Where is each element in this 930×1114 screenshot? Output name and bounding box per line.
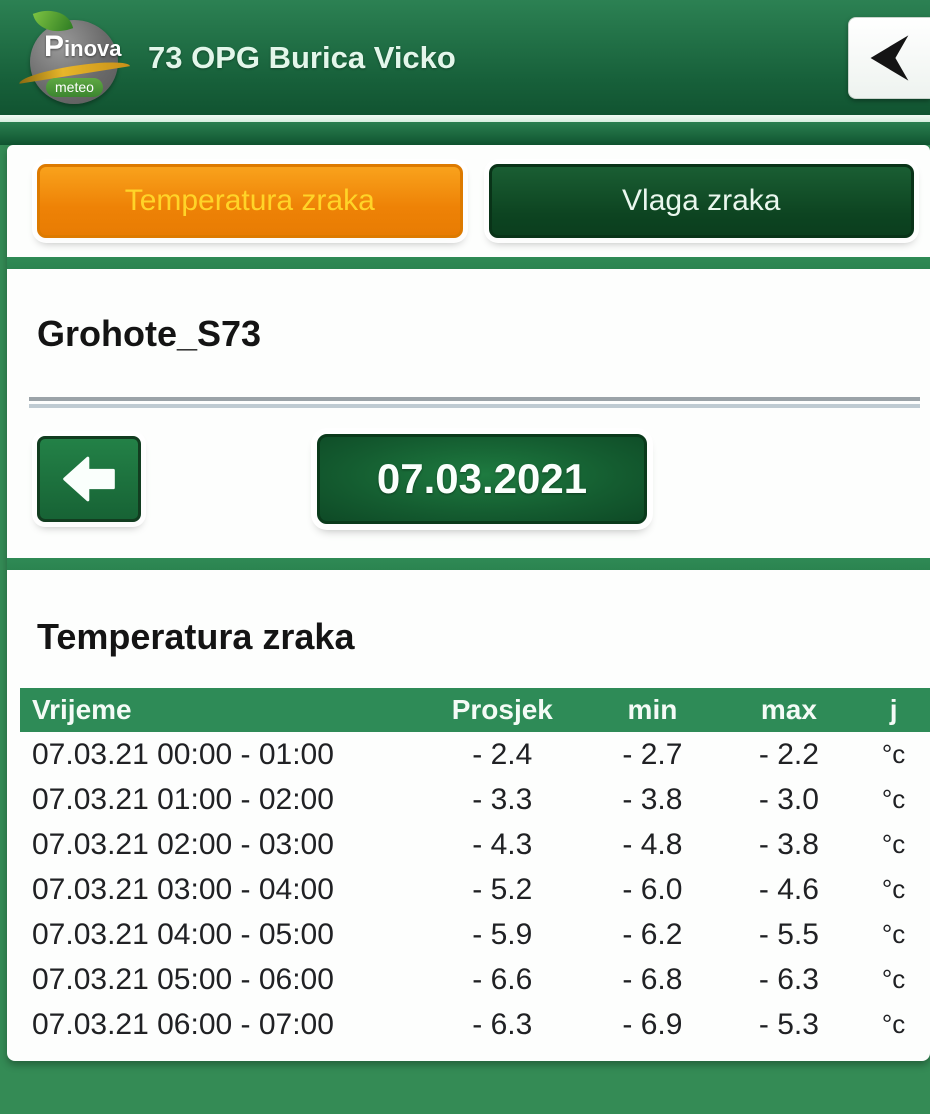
max-cell: - 2.2: [758, 737, 819, 771]
max-cell: - 3.0: [758, 782, 819, 816]
time-cell: 07.03.21 05:00 - 06:00: [32, 962, 334, 996]
max-cell: - 5.3: [758, 1007, 819, 1041]
unit-cell: °c: [881, 1009, 906, 1039]
header-prosjek: Prosjek: [451, 694, 553, 725]
table-row: 07.03.21 01:00 - 02:00 - 3.3 - 3.8 - 3.0 °c: [20, 777, 930, 822]
content-card: Temperatura zraka Vlaga zraka Grohote_S7…: [7, 145, 930, 1061]
table-header: Vrijeme Prosjek min max j: [20, 688, 930, 732]
time-cell: 07.03.21 00:00 - 01:00: [32, 737, 334, 771]
table-row: 07.03.21 00:00 - 01:00 - 2.4 - 2.7 - 2.2 °c: [20, 732, 930, 777]
min-cell: - 4.8: [622, 827, 683, 861]
date-button[interactable]: 07.03.2021: [317, 434, 647, 524]
prosjek-cell: - 2.4: [472, 737, 533, 771]
station-name: Grohote_S73: [37, 313, 262, 354]
back-button[interactable]: [848, 16, 930, 99]
time-cell: 07.03.21 01:00 - 02:00: [32, 782, 334, 816]
header-unit: j: [889, 694, 898, 725]
tab-temperatura-zraka[interactable]: Temperatura zraka: [37, 164, 463, 238]
header-min: min: [627, 694, 678, 725]
header-max: max: [760, 694, 817, 725]
min-cell: - 6.9: [622, 1007, 683, 1041]
unit-cell: °c: [881, 784, 906, 814]
table-row: 07.03.21 03:00 - 04:00 - 5.2 - 6.0 - 4.6 °c: [20, 867, 930, 912]
prosjek-cell: - 6.3: [472, 1007, 533, 1041]
left-arrow-icon: [63, 456, 115, 502]
table-row: 07.03.21 02:00 - 03:00 - 4.3 - 4.8 - 3.8 °c: [20, 822, 930, 867]
prosjek-cell: - 6.6: [472, 962, 533, 996]
min-cell: - 6.2: [622, 917, 683, 951]
time-cell: 07.03.21 02:00 - 03:00: [32, 827, 334, 861]
unit-cell: °c: [881, 829, 906, 859]
prosjek-cell: - 5.2: [472, 872, 533, 906]
double-rule-divider: [29, 397, 920, 408]
min-cell: - 2.7: [622, 737, 683, 771]
header-divider-line: [0, 115, 930, 122]
table-row: 07.03.21 06:00 - 07:00 - 6.3 - 6.9 - 5.3 °c: [20, 1002, 930, 1047]
max-cell: - 3.8: [758, 827, 819, 861]
table-row: 07.03.21 05:00 - 06:00 - 6.6 - 6.8 - 6.3 °c: [20, 957, 930, 1002]
min-cell: - 6.8: [622, 962, 683, 996]
date-navigation: 07.03.2021: [37, 434, 930, 524]
logo-brand-text: Pinova: [44, 29, 122, 63]
unit-cell: °c: [881, 919, 906, 949]
app-header: Pinova meteo 73 OPG Burica Vicko: [0, 0, 930, 115]
logo-meteo-label: meteo: [46, 77, 103, 97]
temperature-table: Vrijeme Prosjek min max j 07.03.21 00:00…: [20, 688, 930, 1047]
table-body: 07.03.21 00:00 - 01:00- 2.4- 2.7- 2.2 °c 0…: [20, 732, 930, 1047]
table-row: 07.03.21 04:00 - 05:00 - 5.9 - 6.2 - 5.5 °c: [20, 912, 930, 957]
time-cell: 07.03.21 04:00 - 05:00: [32, 917, 334, 951]
max-cell: - 4.6: [758, 872, 819, 906]
tab-bar: Temperatura zraka Vlaga zraka: [7, 145, 930, 257]
back-arrow-icon: [870, 34, 908, 81]
max-cell: - 6.3: [758, 962, 819, 996]
prosjek-cell: - 3.3: [472, 782, 533, 816]
station-section: Grohote_S73 07.03.2021: [7, 269, 930, 558]
tab-vlaga-zraka[interactable]: Vlaga zraka: [488, 164, 914, 238]
unit-cell: °c: [881, 739, 906, 769]
section-title: Temperatura zraka: [37, 616, 355, 657]
max-cell: - 5.5: [758, 917, 819, 951]
time-cell: 07.03.21 03:00 - 04:00: [32, 872, 334, 906]
section-divider: [7, 257, 930, 269]
header-vrijeme: Vrijeme: [32, 694, 132, 725]
header-band: [0, 122, 930, 145]
unit-cell: °c: [881, 964, 906, 994]
prosjek-cell: - 5.9: [472, 917, 533, 951]
page-title: 73 OPG Burica Vicko: [148, 39, 456, 75]
prosjek-cell: - 4.3: [472, 827, 533, 861]
min-cell: - 3.8: [622, 782, 683, 816]
section-divider: [7, 558, 930, 570]
unit-cell: °c: [881, 874, 906, 904]
min-cell: - 6.0: [622, 872, 683, 906]
time-cell: 07.03.21 06:00 - 07:00: [32, 1007, 334, 1041]
pinova-meteo-logo: Pinova meteo: [17, 2, 131, 108]
previous-day-button[interactable]: [37, 436, 141, 522]
temperature-data-section: Temperatura zraka Vrijeme Prosjek min ma…: [7, 570, 930, 1061]
